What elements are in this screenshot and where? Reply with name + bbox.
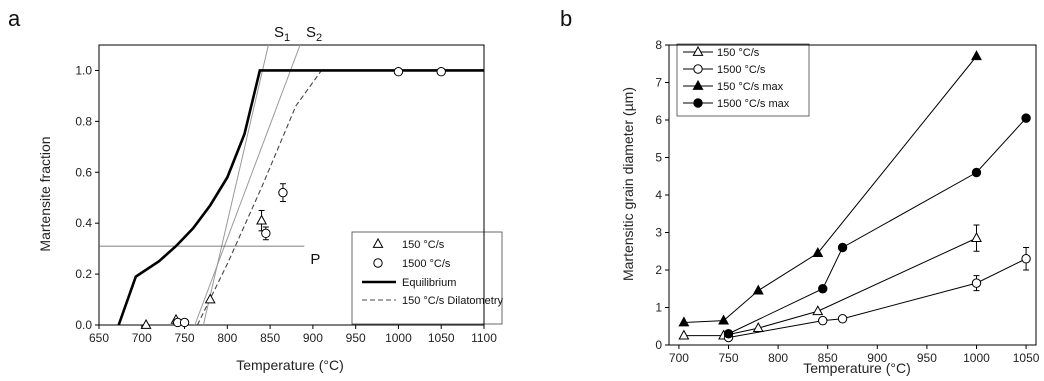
b-series-1-line — [728, 258, 1027, 338]
a-x-tick-label-7: 1000 — [385, 331, 412, 345]
b-series-0-point-4 — [971, 232, 982, 242]
legend-b-marker-2 — [692, 79, 704, 90]
a-y-tick-label-0: 0.0 — [75, 318, 92, 332]
chart-b: b Martensitic grain diameter (µm) Temper… — [560, 6, 1040, 376]
a-x-tick-label-2: 750 — [175, 331, 195, 345]
s2-line — [194, 44, 301, 326]
b-series-0-point-3 — [812, 305, 824, 316]
b-series-1-point-3 — [971, 278, 982, 288]
panel-label-a: a — [8, 6, 21, 31]
a-x-tick-label-5: 900 — [303, 331, 323, 345]
b-series-3-point-2 — [837, 242, 848, 253]
legend-b-marker-3 — [693, 98, 703, 108]
b-x-tick-label-0: 700 — [669, 351, 689, 365]
b-x-tick-label-7: 1050 — [1013, 351, 1040, 365]
b-series-2-point-2 — [752, 284, 764, 295]
b-series-0-point-0 — [678, 329, 690, 340]
legend-b-label-3: 1500 °C/s max — [717, 98, 790, 110]
a-series-1-point-3 — [278, 187, 288, 198]
legend-a: 150 °C/s 1500 °C/s Equilibrium 150 °C/s … — [351, 231, 503, 325]
a-x-tick-label-1: 700 — [132, 331, 152, 345]
b-y-tick-label-1: 1 — [655, 301, 662, 315]
b-series-2-point-3 — [812, 247, 824, 257]
legend-a-label-0: 150 °C/s — [402, 239, 445, 251]
b-series-1-point-2 — [837, 314, 848, 324]
chart-a: a Martensite fraction Temperature (°C) S… — [8, 6, 503, 373]
a-y-tick-label-5: 1.0 — [75, 63, 92, 77]
s1-symbol: S — [274, 24, 284, 41]
b-series-3-point-3 — [971, 167, 982, 178]
s2-subscript: 2 — [316, 32, 322, 44]
a-series-1-point-5 — [436, 67, 446, 77]
p-label: P — [310, 251, 320, 268]
b-x-tick-label-4: 900 — [867, 351, 887, 365]
a-x-tick-label-6: 950 — [346, 331, 366, 345]
a-x-tick-label-3: 800 — [217, 331, 237, 345]
b-series-0-point-2 — [752, 322, 764, 332]
legend-b-marker-0 — [692, 45, 704, 56]
b-x-tick-label-1: 750 — [718, 351, 738, 365]
legend-a-label-2: Equilibrium — [402, 277, 456, 289]
legend-b: 150 °C/s 1500 °C/s 150 °C/s max 1500 °C/… — [676, 43, 810, 117]
a-series-1-point-1 — [179, 317, 190, 328]
panel-label-b: b — [560, 6, 572, 31]
b-y-tick-label-3: 3 — [655, 226, 662, 240]
legend-b-marker-1 — [693, 64, 703, 74]
b-y-tick-label-6: 6 — [655, 113, 662, 127]
a-y-tick-label-1: 0.2 — [75, 267, 92, 281]
legend-a-marker-0 — [372, 237, 384, 248]
legend-a-label-3: 150 °C/s Dilatometry — [402, 295, 503, 307]
b-x-tick-label-5: 950 — [917, 351, 937, 365]
x-axis-label-b: Temperature (°C) — [803, 360, 911, 376]
legend-a-label-1: 1500 °C/s — [402, 258, 451, 270]
s2-label: S2 — [306, 24, 322, 44]
b-x-tick-label-3: 850 — [818, 351, 838, 365]
b-y-tick-label-8: 8 — [655, 38, 662, 52]
legend-b-label-0: 150 °C/s — [717, 47, 760, 59]
y-axis-label-b: Martensitic grain diameter (µm) — [620, 87, 636, 281]
b-x-tick-label-2: 800 — [768, 351, 788, 365]
b-series-3-point-0 — [723, 329, 734, 339]
a-x-tick-label-9: 1100 — [471, 331, 497, 345]
b-series-1-point-4 — [1021, 254, 1031, 264]
legend-b-label-2: 150 °C/s max — [717, 81, 784, 93]
s2-symbol: S — [306, 24, 316, 41]
b-series-1-point-1 — [818, 315, 828, 326]
a-y-tick-label-4: 0.8 — [75, 114, 92, 128]
y-axis-label-a: Martensite fraction — [37, 136, 53, 251]
a-series-0-point-2 — [204, 293, 216, 304]
b-y-tick-label-2: 2 — [655, 263, 662, 277]
s1-label: S1 — [274, 24, 290, 44]
x-axis-label-a: Temperature (°C) — [236, 357, 344, 373]
b-x-tick-label-6: 1000 — [963, 351, 990, 365]
legend-a-marker-1 — [373, 258, 383, 268]
b-series-2-point-4 — [971, 50, 982, 61]
b-series-2-point-1 — [718, 314, 730, 325]
s1-subscript: 1 — [284, 32, 290, 44]
a-x-tick-label-8: 1050 — [428, 331, 455, 345]
a-series-1-point-4 — [393, 67, 404, 77]
b-y-tick-label-0: 0 — [655, 338, 662, 352]
b-series-3-point-4 — [1021, 113, 1031, 123]
a-series-0-point-3 — [256, 214, 268, 225]
s1-line — [202, 44, 269, 326]
a-plot-frame — [98, 44, 485, 326]
legend-b-label-1: 1500 °C/s — [717, 64, 766, 76]
b-series-0-line — [683, 237, 977, 337]
b-series-3-point-1 — [818, 284, 828, 294]
b-y-tick-label-7: 7 — [655, 76, 662, 90]
b-y-tick-label-4: 4 — [655, 188, 662, 202]
a-x-tick-label-0: 650 — [89, 331, 109, 345]
a-y-tick-label-2: 0.4 — [75, 216, 92, 230]
a-x-tick-label-4: 850 — [260, 331, 280, 345]
a-series-0-point-0 — [140, 318, 152, 329]
b-series-3-line — [728, 117, 1027, 335]
b-series-2-point-0 — [678, 316, 690, 327]
b-y-tick-label-5: 5 — [655, 151, 662, 165]
a-y-tick-label-3: 0.6 — [75, 165, 92, 179]
a-series-1-point-2 — [261, 228, 271, 239]
series-equilibrium-line — [117, 69, 484, 326]
